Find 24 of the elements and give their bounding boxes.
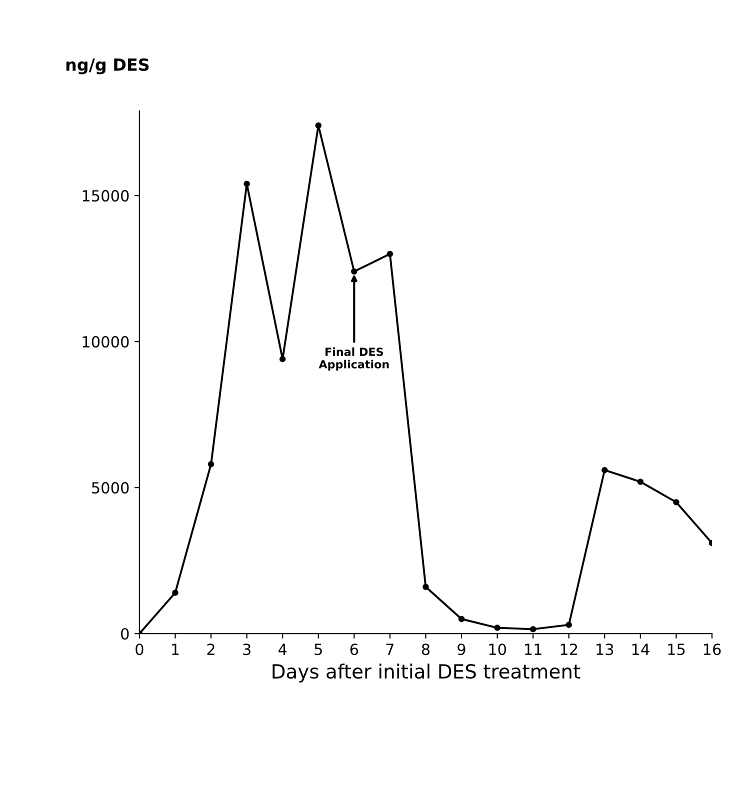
x-tick-label: 15 [668, 644, 685, 656]
x-tick-label: 9 [458, 644, 466, 656]
x-tick-label: 14 [632, 644, 650, 655]
x-tick-label: 13 [596, 644, 614, 656]
x-tick-label: 1 [172, 644, 179, 655]
annotation: Final DES Application [318, 347, 389, 371]
x-tick-label: 11 [525, 644, 542, 655]
x-tick-label: 16 [704, 644, 721, 656]
x-tick-label: 0 [136, 644, 144, 656]
x-axis-title: Days after initial DES treatment [272, 664, 580, 682]
x-tick-label: 10 [489, 644, 506, 656]
x-tick-label: 5 [314, 644, 322, 656]
x-tick-label: 7 [386, 644, 394, 655]
x-tick-label: 3 [243, 644, 250, 656]
y-tick-label: 15000 [82, 190, 129, 202]
y-tick-label: 10000 [82, 336, 129, 348]
x-tick-label: 8 [422, 644, 430, 656]
y-tick-label: 5000 [92, 482, 129, 494]
x-tick-label: 6 [350, 644, 358, 656]
x-tick-label: 2 [207, 644, 214, 655]
x-tick-label: 12 [560, 644, 578, 655]
y-tick-label: 0 [121, 628, 129, 640]
y-axis-title: ng/g DES [66, 58, 149, 74]
x-tick-label: 4 [278, 644, 287, 655]
